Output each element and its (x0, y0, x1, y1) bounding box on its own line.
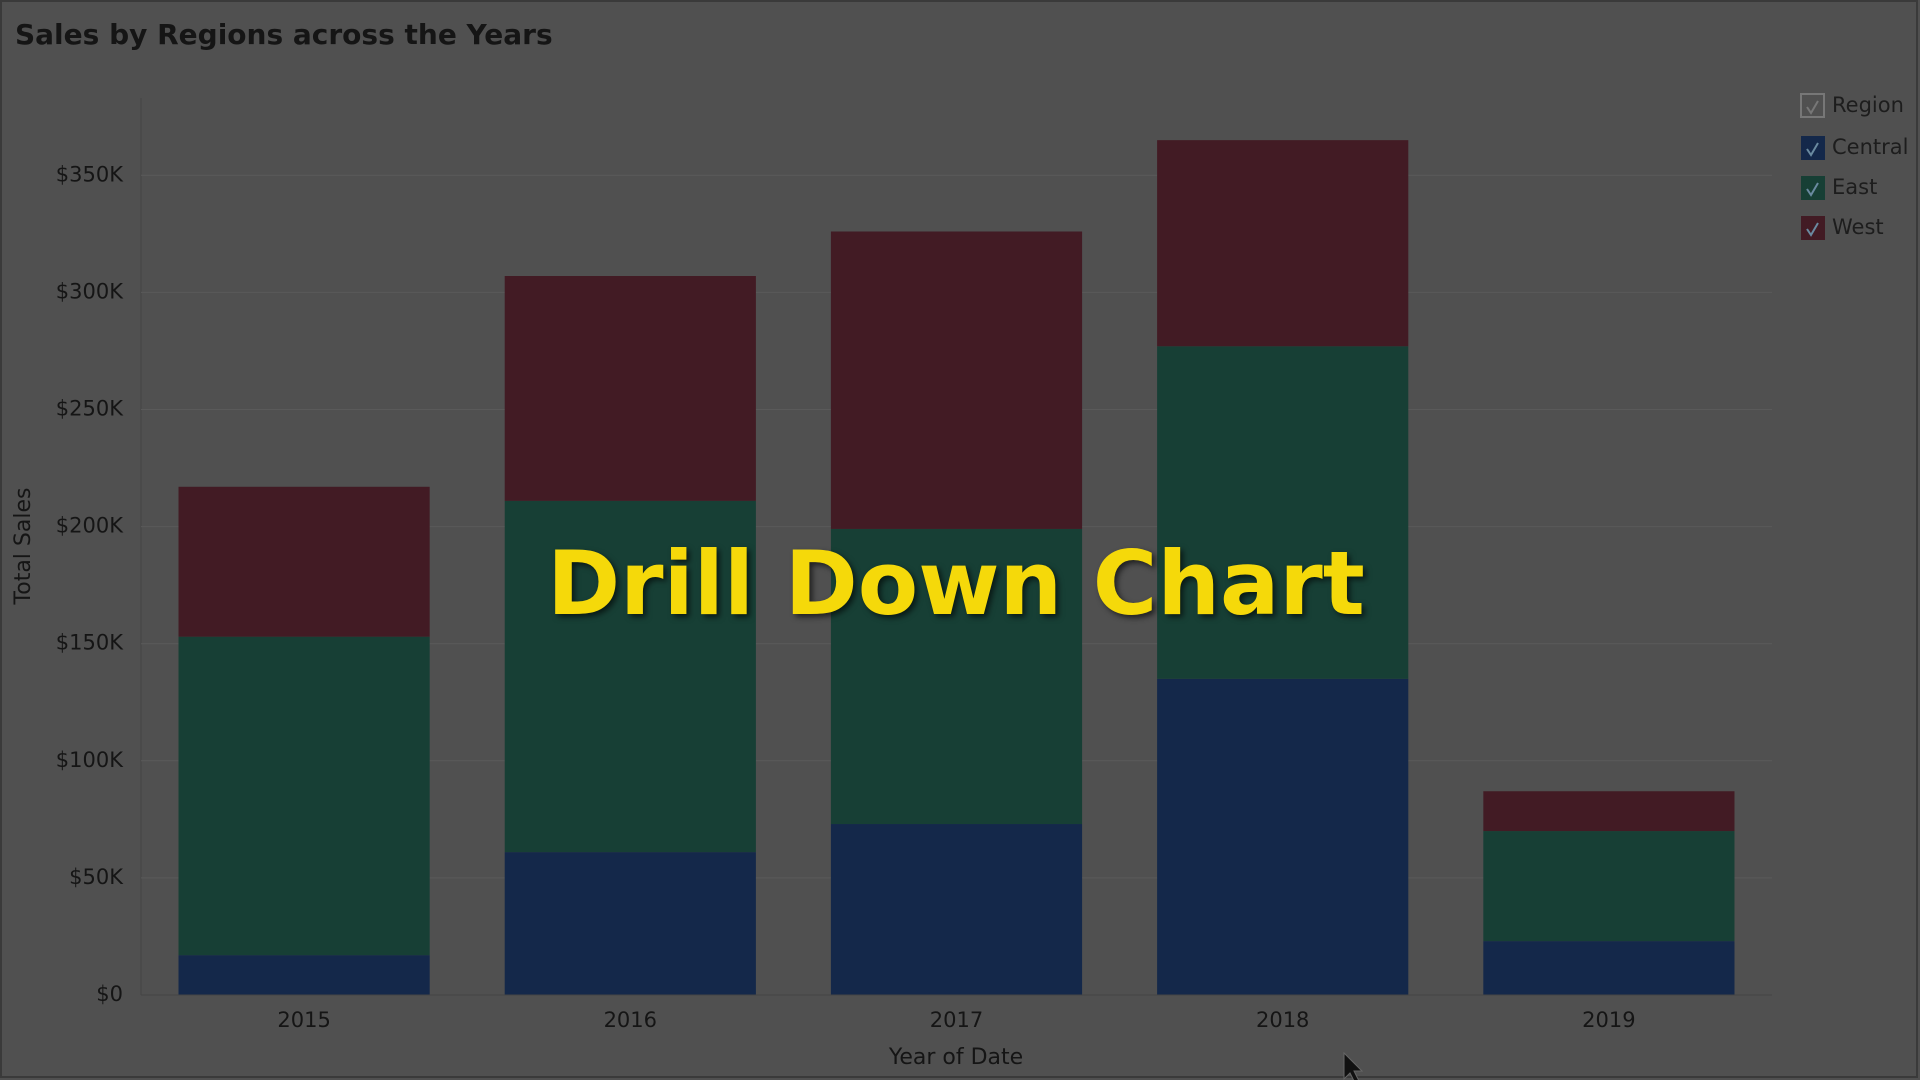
bar-segment (504, 852, 756, 995)
bar-segment (504, 275, 756, 501)
y-tick-label: $0 (96, 982, 123, 1006)
legend-label: West (1832, 215, 1884, 239)
mouse-cursor (1343, 1051, 1364, 1080)
legend-swatch[interactable] (1801, 216, 1825, 240)
legend-label: Central (1832, 135, 1908, 159)
legend-check (1806, 182, 1819, 197)
y-axis-label: Total Sales (11, 488, 36, 606)
plot-area: $0 $50K $100K $150K $200K $250K $300K $350K 2015… (56, 98, 1772, 1032)
x-tick-label: 2017 (930, 1008, 983, 1032)
x-tick-label: 2015 (277, 1008, 330, 1032)
bar-segment (504, 500, 756, 853)
bar-segment (830, 824, 1083, 995)
bar-segment (178, 486, 430, 637)
bar-segment (1157, 678, 1409, 995)
y-tick-label: $250K (56, 396, 124, 420)
bar-segment (178, 636, 430, 956)
y-tick-label: $300K (56, 279, 124, 303)
x-tick-label: 2018 (1256, 1008, 1309, 1032)
legend-title: Region (1832, 93, 1904, 117)
bar-segment (178, 955, 430, 995)
legend-swatch[interactable] (1801, 176, 1825, 200)
y-tick-label: $100K (56, 748, 124, 772)
overlay-title: Drill Down Chart (547, 532, 1365, 635)
x-tick-label: 2016 (604, 1008, 657, 1032)
x-axis-label: Year of Date (888, 1045, 1023, 1070)
legend: Region Central East West (1800, 93, 1908, 240)
y-tick-label: $200K (56, 514, 124, 538)
legend-swatch[interactable] (1801, 136, 1825, 160)
legend-check (1806, 222, 1819, 237)
bar-segment (830, 528, 1083, 825)
bar-segment (1157, 346, 1409, 679)
bar-segment (830, 231, 1083, 529)
bar-segment (1483, 791, 1735, 832)
y-tick-label: $350K (56, 162, 124, 186)
chart-title: Sales by Regions across the Years (15, 18, 553, 51)
x-tick-label: 2019 (1582, 1008, 1635, 1032)
bar-segment (1157, 140, 1409, 347)
bar-segment (1483, 941, 1735, 995)
legend-check (1806, 142, 1819, 157)
legend-check (1806, 100, 1819, 115)
y-tick-label: $50K (69, 865, 124, 889)
y-tick-label: $150K (56, 631, 124, 655)
bar-segment (1483, 831, 1735, 942)
legend-label: East (1832, 175, 1877, 199)
legend-title-checkbox (1800, 93, 1825, 118)
